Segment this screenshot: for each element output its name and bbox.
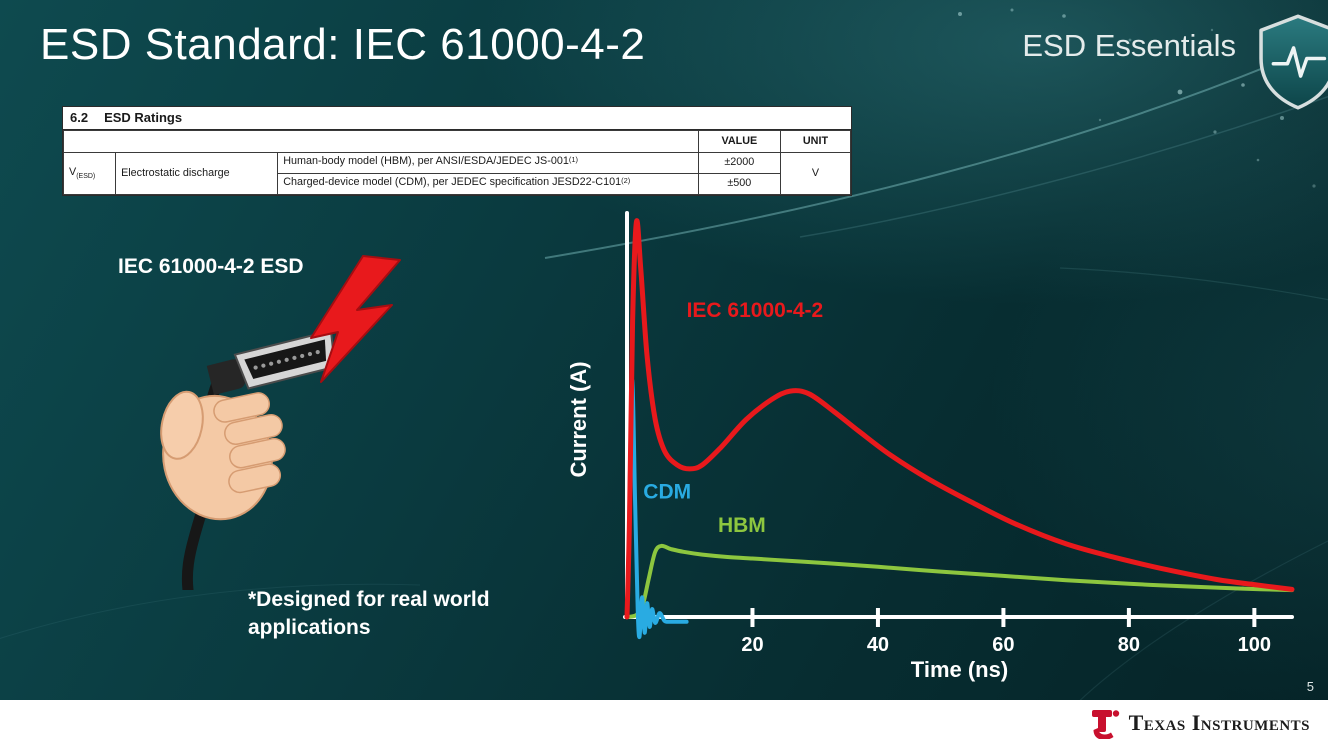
series-label: IEC 61000-4-2 <box>687 299 824 322</box>
section-title: ESD Ratings <box>104 110 183 125</box>
x-tick-label: 40 <box>867 634 889 656</box>
footnote-text: *Designed for real world applications <box>248 588 490 640</box>
section-number: 6.2 <box>70 110 89 125</box>
row-description: Human-body model (HBM), per ANSI/ESDA/JE… <box>277 151 699 175</box>
hdmi-connector <box>206 329 336 395</box>
connector-pins <box>253 349 320 370</box>
ti-logo-text: Texas Instruments <box>1128 710 1310 735</box>
shield-pulse-icon <box>1259 14 1328 110</box>
footnote-ref: (2) <box>621 176 631 186</box>
row-value: ±500 <box>697 173 781 196</box>
ti-bug-icon <box>1091 710 1119 739</box>
esd-waveform-chart: 20 40 60 80 100 Time (ns) Current (A) IEC 61000… <box>566 211 1295 682</box>
y-axis-label: Current (A) <box>566 361 591 477</box>
unit-value: V <box>779 151 852 196</box>
hand-cable-illustration <box>160 255 401 590</box>
illustration-caption: IEC 61000-4-2 ESD <box>118 255 304 278</box>
page-number: 5 <box>1306 679 1314 694</box>
star-dots <box>843 8 1316 188</box>
x-tick-label: 100 <box>1238 634 1271 656</box>
description-text: Human-body model (HBM), per ANSI/ESDA/JE… <box>283 155 569 167</box>
table-row: Charged-device model (CDM), per JEDEC sp… <box>64 173 851 196</box>
slide-title: ESD Standard: IEC 61000-4-2 <box>40 20 646 69</box>
esd-ratings-table: 6.2 ESD Ratings VALUE UNIT V(ESD) Electr… <box>62 106 852 197</box>
row-value: ±2000 <box>697 151 781 175</box>
table-row: V(ESD) Electrostatic discharge Human-bod… <box>62 151 852 196</box>
description-text: Charged-device model (CDM), per JEDEC sp… <box>283 176 622 189</box>
x-tick-label: 20 <box>741 634 763 656</box>
param-symbol-sub: (ESD) <box>76 172 96 180</box>
footnote-ref: (1) <box>568 155 579 164</box>
x-tick-label: 60 <box>992 634 1014 656</box>
param-name: Electrostatic discharge <box>115 151 279 196</box>
series-HBM <box>625 543 1294 619</box>
param-symbol: V(ESD) <box>62 151 117 196</box>
x-axis-label: Time (ns) <box>911 657 1008 682</box>
hand <box>160 390 286 521</box>
series-IEC 61000-4-2 <box>624 218 1295 620</box>
ratings-grid: VALUE UNIT V(ESD) Electrostatic discharg… <box>62 130 852 196</box>
series-label: CDM <box>643 481 691 504</box>
footer-bar: Texas Instruments <box>0 700 1328 746</box>
header-empty-cell <box>63 130 699 153</box>
lightning-bolt-icon <box>310 255 401 383</box>
series-label: HBM <box>718 514 766 537</box>
ti-logo: Texas Instruments <box>1090 707 1310 739</box>
column-header-unit: UNIT <box>779 130 852 153</box>
column-header-value: VALUE <box>697 130 781 153</box>
row-description: Charged-device model (CDM), per JEDEC sp… <box>277 173 699 196</box>
table-section-heading: 6.2 ESD Ratings <box>63 107 851 130</box>
param-symbol-main: V <box>69 165 77 178</box>
brand-title: ESD Essentials <box>1022 28 1236 63</box>
x-tick-label: 80 <box>1118 634 1140 656</box>
